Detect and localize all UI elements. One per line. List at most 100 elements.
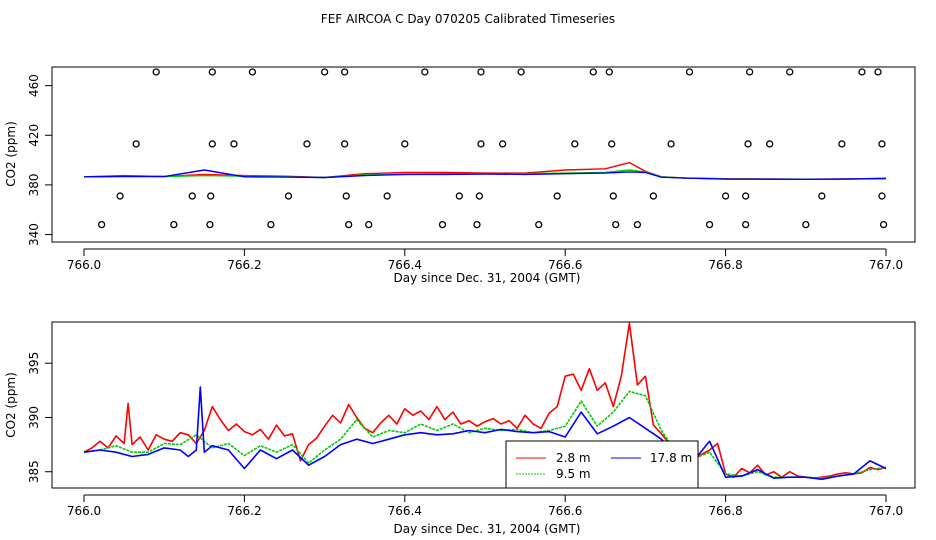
- legend-box: [505, 440, 699, 489]
- data-point: [874, 68, 882, 76]
- data-point: [608, 140, 616, 148]
- data-point: [340, 68, 349, 76]
- data-point: [421, 68, 429, 76]
- data-point: [188, 192, 196, 200]
- data-point: [132, 140, 140, 148]
- data-point: [345, 220, 353, 229]
- data-point: [667, 140, 675, 148]
- bottom-x-axis-label: Day since Dec. 31, 2004 (GMT): [394, 522, 581, 536]
- x-tick-label: 767.0: [869, 258, 903, 272]
- bottom-y-axis: 385 390 395: [27, 352, 53, 483]
- data-point: [320, 68, 329, 76]
- data-point: [517, 68, 525, 76]
- data-point: [170, 220, 178, 229]
- data-point: [206, 220, 214, 229]
- x-tick-label: 766.8: [708, 504, 742, 518]
- x-tick-label: 766.2: [227, 258, 261, 272]
- data-point: [116, 192, 124, 200]
- legend-label-9-5m: 9.5 m: [556, 467, 591, 481]
- data-point: [633, 220, 642, 229]
- data-point: [685, 68, 694, 76]
- data-point: [879, 220, 888, 229]
- data-point: [721, 192, 730, 200]
- data-point: [744, 140, 752, 148]
- legend-label-17-8m: 17.8 m: [650, 451, 692, 465]
- data-point: [342, 192, 350, 200]
- x-tick-label: 766.4: [388, 504, 422, 518]
- series-line-2-8-m: [83, 322, 887, 480]
- data-point: [746, 68, 754, 76]
- data-point: [208, 140, 216, 148]
- legend: 2.8 m 9.5 m 17.8 m: [505, 440, 699, 489]
- chart-title: FEF AIRCOA C Day 070205 Calibrated Times…: [321, 12, 615, 26]
- x-tick-label: 766.0: [67, 258, 101, 272]
- data-point: [553, 192, 561, 200]
- bottom-x-axis: 766.0 766.2 766.4 766.6 766.8 767.0: [67, 494, 903, 518]
- data-point: [267, 220, 275, 229]
- series-line-9-5-m: [83, 390, 887, 480]
- series-line-17-8-m: [83, 169, 887, 181]
- data-point: [838, 140, 846, 148]
- data-point: [455, 192, 463, 200]
- data-point: [786, 68, 794, 76]
- data-point: [438, 220, 447, 229]
- data-point: [207, 192, 215, 200]
- data-point: [605, 68, 613, 76]
- data-point: [878, 192, 886, 200]
- x-tick-label: 766.6: [548, 258, 582, 272]
- y-tick-label: 460: [27, 74, 41, 97]
- x-tick-label: 766.2: [227, 504, 261, 518]
- data-point: [649, 192, 658, 200]
- data-point: [284, 192, 293, 200]
- top-series-lines: [83, 161, 887, 181]
- data-point: [340, 140, 349, 148]
- bottom-plot-frame: [51, 321, 916, 489]
- data-point: [766, 140, 774, 148]
- x-tick-label: 767.0: [869, 504, 903, 518]
- top-y-axis: 340 380 420 460: [27, 74, 53, 246]
- y-tick-label: 385: [27, 460, 41, 483]
- data-point: [742, 192, 750, 200]
- data-point: [477, 140, 485, 148]
- data-point: [303, 140, 311, 148]
- x-tick-label: 766.4: [388, 258, 422, 272]
- data-point: [571, 140, 579, 148]
- data-point: [477, 68, 485, 76]
- top-y-axis-label: CO2 (ppm): [4, 121, 18, 187]
- y-tick-label: 380: [27, 173, 41, 196]
- x-tick-label: 766.8: [708, 258, 742, 272]
- data-point: [535, 220, 543, 229]
- data-point: [230, 140, 238, 148]
- x-tick-label: 766.0: [67, 504, 101, 518]
- bottom-panel: 385 390 395 766.0 766.2 766.4 766.6 766.8 767.0…: [4, 321, 916, 536]
- data-point: [589, 68, 597, 76]
- bottom-series-lines: [83, 322, 887, 481]
- x-tick-label: 766.6: [548, 504, 582, 518]
- y-tick-label: 340: [27, 223, 41, 246]
- data-point: [365, 220, 373, 229]
- data-point: [878, 140, 886, 148]
- data-point: [609, 192, 617, 200]
- top-x-axis-label: Day since Dec. 31, 2004 (GMT): [394, 271, 581, 285]
- y-tick-label: 420: [27, 124, 41, 147]
- bottom-y-axis-label: CO2 (ppm): [4, 372, 18, 438]
- top-plot-frame: [51, 66, 916, 243]
- data-point: [473, 220, 481, 229]
- y-tick-label: 390: [27, 406, 41, 429]
- top-points: [97, 68, 888, 229]
- data-point: [383, 192, 391, 200]
- data-point: [475, 192, 484, 200]
- data-point: [152, 68, 160, 76]
- data-point: [248, 68, 257, 76]
- data-point: [742, 220, 750, 229]
- data-point: [858, 68, 866, 76]
- data-point: [818, 192, 826, 200]
- series-line-17-8-m: [83, 386, 887, 481]
- data-point: [97, 220, 106, 229]
- data-point: [401, 140, 409, 148]
- data-point: [705, 220, 714, 229]
- y-tick-label: 395: [27, 352, 41, 375]
- data-point: [498, 140, 507, 148]
- top-x-axis: 766.0 766.2 766.4 766.6 766.8 767.0: [67, 248, 903, 272]
